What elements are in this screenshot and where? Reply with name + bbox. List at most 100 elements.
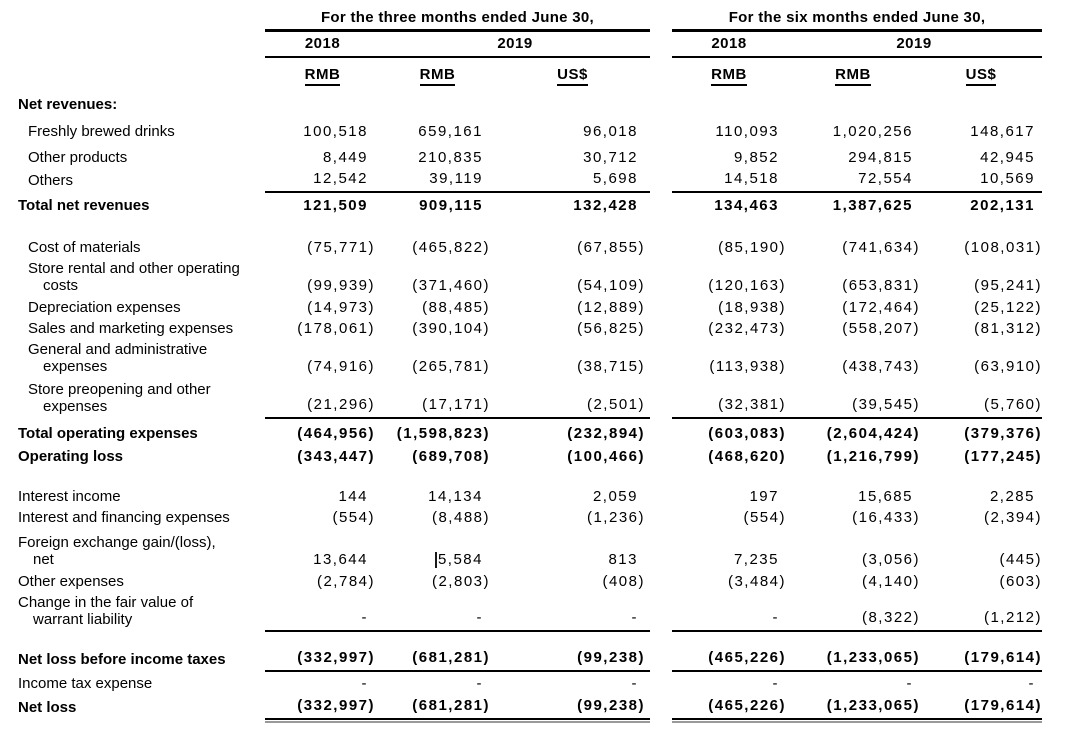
- row-label-line: costs: [43, 277, 79, 294]
- row-label-line: Income tax expense: [18, 675, 153, 692]
- value-cell: (465,822): [380, 218, 495, 260]
- value-text: (17,171): [422, 396, 490, 413]
- row-label-line: Others: [28, 172, 74, 189]
- value-cell: (371,460): [380, 260, 495, 298]
- table-row: General and administrative expenses (74,91…: [0, 339, 1080, 379]
- value-cell: [380, 90, 495, 117]
- value-cell: 15,685: [786, 469, 920, 509]
- value-cell: (379,376): [920, 419, 1042, 446]
- value-cell: 909,115: [380, 192, 495, 218]
- value-text: (113,938): [709, 358, 786, 375]
- value-text: (99,939): [307, 277, 375, 294]
- value-text: 9,852: [733, 149, 779, 166]
- row-label-line: Foreign exchange gain/(loss),: [18, 534, 216, 551]
- value-text: (1,233,065): [826, 697, 920, 714]
- value-text: -: [631, 609, 638, 626]
- value-text: (177,245): [964, 448, 1042, 465]
- header-currency-row: RMB RMB US$ RMB RMB US$: [0, 58, 1080, 90]
- table-row: Cost of materials (75,771) (465,822) (67,85…: [0, 218, 1080, 260]
- value-text: 659,161: [418, 123, 483, 140]
- value-text: (468,620): [708, 448, 786, 465]
- table-body: Net revenues: Freshly brewed drinks 100,51…: [0, 90, 1080, 723]
- value-text: 5,584: [437, 551, 483, 568]
- value-cell: (681,281): [380, 696, 495, 723]
- value-cell: 39,119: [380, 170, 495, 193]
- table-row: Total net revenues 121,509 909,115 132,428 1…: [0, 192, 1080, 218]
- value-cell: (56,825): [495, 320, 650, 341]
- currency-label: RMB: [380, 58, 495, 90]
- row-label: Foreign exchange gain/(loss), net: [0, 530, 265, 572]
- value-cell: 14,518: [672, 170, 786, 193]
- value-cell: (3,056): [786, 530, 920, 572]
- table-row: Store preopening and other expenses (21,29…: [0, 379, 1080, 419]
- table-row: Store rental and other operating costs (99…: [0, 260, 1080, 297]
- row-label-line: Total operating expenses: [18, 425, 198, 442]
- value-cell: 13,644: [265, 530, 380, 572]
- value-text: 14,518: [724, 170, 779, 187]
- value-cell: (16,433): [786, 509, 920, 530]
- value-cell: (332,997): [265, 696, 380, 723]
- value-text: (63,910): [974, 358, 1042, 375]
- value-text: (332,997): [297, 697, 375, 714]
- value-text: -: [476, 609, 483, 626]
- value-cell: (468,620): [672, 446, 786, 469]
- value-text: (32,381): [718, 396, 786, 413]
- value-text: (2,784): [316, 573, 375, 590]
- value-text: (95,241): [974, 277, 1042, 294]
- value-text: (54,109): [577, 277, 645, 294]
- value-cell: (2,501): [495, 379, 650, 419]
- value-cell: [495, 90, 650, 117]
- value-cell: (343,447): [265, 446, 380, 469]
- value-text: -: [1028, 675, 1035, 692]
- value-text: (108,031): [964, 239, 1042, 256]
- row-label: Store preopening and other expenses: [0, 379, 265, 419]
- value-text: (741,634): [842, 239, 920, 256]
- value-cell: 30,712: [495, 144, 650, 170]
- value-cell: (1,236): [495, 509, 650, 530]
- value-cell: (178,061): [265, 320, 380, 341]
- value-text: (265,781): [412, 358, 490, 375]
- value-text: (99,238): [577, 697, 645, 714]
- year-label: 2018: [265, 32, 380, 58]
- value-cell: (120,163): [672, 260, 786, 298]
- row-label: Operating loss: [0, 446, 265, 469]
- value-text: -: [361, 675, 368, 692]
- value-text: (465,822): [412, 239, 490, 256]
- value-text: (438,743): [842, 358, 920, 375]
- row-label-line: Total net revenues: [18, 197, 150, 214]
- value-cell: 12,542: [265, 170, 380, 193]
- value-cell: (67,855): [495, 218, 650, 260]
- value-text: (332,997): [297, 649, 375, 666]
- value-cell: (1,598,823): [380, 419, 495, 446]
- value-cell: (172,464): [786, 297, 920, 320]
- value-text: (464,956): [297, 425, 375, 442]
- value-text: 110,093: [715, 123, 779, 140]
- value-cell: -: [495, 594, 650, 632]
- row-label: Net loss before income taxes: [0, 632, 265, 672]
- value-text: 134,463: [714, 197, 779, 214]
- value-text: (681,281): [412, 697, 490, 714]
- value-cell: (465,226): [672, 632, 786, 672]
- value-text: 121,509: [303, 197, 368, 214]
- value-text: (1,236): [586, 509, 645, 526]
- row-label-line: expenses: [43, 398, 108, 415]
- value-text: (75,771): [307, 239, 375, 256]
- value-cell: -: [265, 672, 380, 696]
- value-text: 148,617: [970, 123, 1035, 140]
- value-text: 100,518: [303, 123, 368, 140]
- value-cell: 9,852: [672, 144, 786, 170]
- value-cell: (464,956): [265, 419, 380, 446]
- value-cell: [786, 90, 920, 117]
- value-text: (232,894): [567, 425, 645, 442]
- row-label-line: Store rental and other operating: [28, 260, 240, 277]
- value-cell: 8,449: [265, 144, 380, 170]
- value-cell: (232,473): [672, 320, 786, 341]
- value-cell: (88,485): [380, 297, 495, 320]
- value-cell: (1,233,065): [786, 632, 920, 672]
- value-cell: (558,207): [786, 320, 920, 341]
- value-text: 30,712: [583, 149, 638, 166]
- value-text: (100,466): [567, 448, 645, 465]
- table-row: Operating loss (343,447) (689,708) (100,466…: [0, 446, 1080, 469]
- value-text: (5,760): [983, 396, 1042, 413]
